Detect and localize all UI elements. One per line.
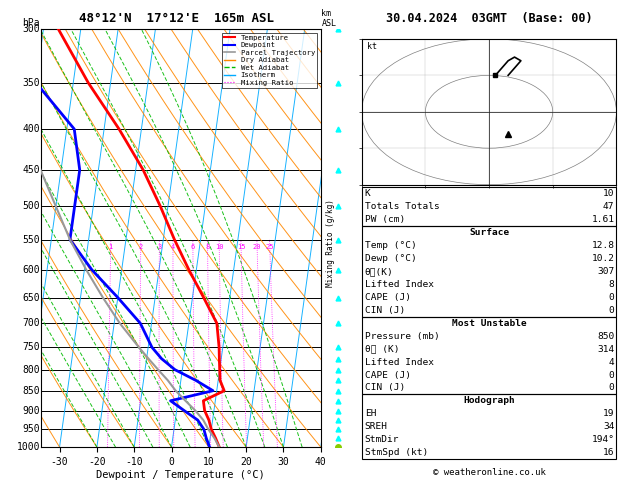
Text: CAPE (J): CAPE (J) [365,370,411,380]
Text: CAPE (J): CAPE (J) [365,293,411,302]
Text: StmSpd (kt): StmSpd (kt) [365,448,428,457]
X-axis label: Dewpoint / Temperature (°C): Dewpoint / Temperature (°C) [96,469,265,480]
Text: CIN (J): CIN (J) [365,306,405,315]
Text: 10: 10 [215,244,223,250]
Text: 0: 0 [609,306,615,315]
Text: 4: 4 [171,244,175,250]
Text: θᴇ (K): θᴇ (K) [365,345,399,354]
Text: 700: 700 [23,318,40,329]
Text: SREH: SREH [365,422,388,432]
Text: 300: 300 [23,24,40,34]
Text: 10: 10 [603,189,615,198]
Text: CIN (J): CIN (J) [365,383,405,393]
Legend: Temperature, Dewpoint, Parcel Trajectory, Dry Adiabat, Wet Adiabat, Isotherm, Mi: Temperature, Dewpoint, Parcel Trajectory… [222,33,317,88]
Text: 2: 2 [138,244,143,250]
Text: 12.8: 12.8 [591,241,615,250]
Text: 750: 750 [23,342,40,352]
Text: 600: 600 [23,265,40,275]
Text: Most Unstable: Most Unstable [452,319,527,328]
Text: 900: 900 [23,405,40,416]
Text: 8: 8 [609,280,615,289]
Text: Totals Totals: Totals Totals [365,202,440,211]
Text: 30.04.2024  03GMT  (Base: 00): 30.04.2024 03GMT (Base: 00) [386,12,593,25]
Text: EH: EH [365,409,376,418]
Text: 307: 307 [598,267,615,276]
Text: 400: 400 [23,124,40,134]
Text: © weatheronline.co.uk: © weatheronline.co.uk [433,468,545,477]
Text: 10.2: 10.2 [591,254,615,263]
Text: 25: 25 [265,244,274,250]
Text: 500: 500 [23,202,40,211]
Text: 0: 0 [609,383,615,393]
Text: 0: 0 [609,370,615,380]
Text: Hodograph: Hodograph [464,397,516,405]
Text: 850: 850 [598,331,615,341]
Text: Lifted Index: Lifted Index [365,358,434,366]
Text: K: K [365,189,370,198]
Text: 650: 650 [23,293,40,303]
Text: 8: 8 [206,244,209,250]
Text: 47: 47 [603,202,615,211]
Text: θᴇ(K): θᴇ(K) [365,267,394,276]
Text: 350: 350 [23,78,40,87]
Text: 314: 314 [598,345,615,354]
Text: Surface: Surface [470,228,509,237]
Text: 800: 800 [23,364,40,375]
Text: 1000: 1000 [16,442,40,452]
Text: Mixing Ratio (g/kg): Mixing Ratio (g/kg) [326,199,335,287]
Text: 15: 15 [237,244,245,250]
Text: 1: 1 [109,244,113,250]
Text: kt: kt [367,42,377,51]
Text: 3: 3 [157,244,162,250]
Text: 0: 0 [609,293,615,302]
Text: 1.61: 1.61 [591,215,615,224]
Text: PW (cm): PW (cm) [365,215,405,224]
Text: km
ASL: km ASL [321,9,337,28]
Text: 450: 450 [23,165,40,175]
Text: Temp (°C): Temp (°C) [365,241,416,250]
Text: 34: 34 [603,422,615,432]
Text: Pressure (mb): Pressure (mb) [365,331,440,341]
Text: 48°12'N  17°12'E  165m ASL: 48°12'N 17°12'E 165m ASL [79,12,274,25]
Text: 16: 16 [603,448,615,457]
Text: Lifted Index: Lifted Index [365,280,434,289]
Text: Dewp (°C): Dewp (°C) [365,254,416,263]
Text: 4: 4 [609,358,615,366]
Text: StmDir: StmDir [365,435,399,444]
Text: hPa: hPa [22,18,40,28]
Text: 6: 6 [191,244,195,250]
Text: 850: 850 [23,386,40,396]
Text: 950: 950 [23,424,40,434]
Text: 19: 19 [603,409,615,418]
Text: 20: 20 [253,244,262,250]
Text: 194°: 194° [591,435,615,444]
Text: 550: 550 [23,235,40,244]
